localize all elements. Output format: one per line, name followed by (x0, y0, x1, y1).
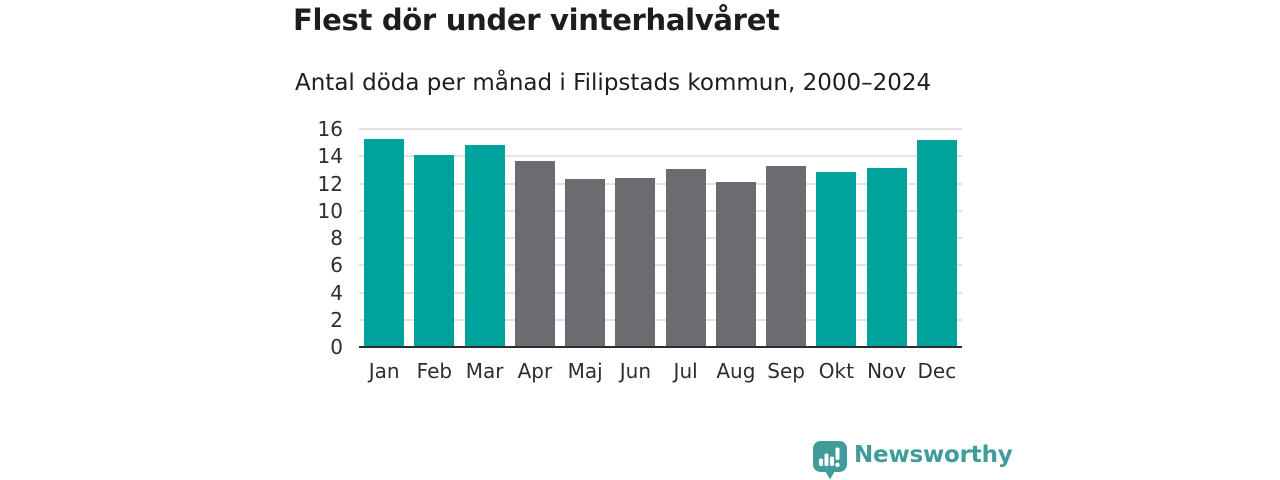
x-axis-labels: Jan Feb Mar Apr Maj Jun Jul Aug Sep Okt Nov Dec (359, 358, 962, 384)
x-tick-label-sep: Sep (767, 359, 805, 383)
x-tick-label-dec: Dec (917, 359, 957, 383)
bar-mar (464, 144, 505, 347)
x-tick-label-nov: Nov (867, 359, 907, 383)
y-tick-label-14: 14 (317, 144, 343, 169)
y-tick-label-10: 10 (317, 198, 343, 223)
gridline-y14 (359, 155, 962, 158)
y-tick-label-4: 4 (330, 280, 343, 305)
y-tick-label-0: 0 (330, 335, 343, 359)
bar-dec (916, 139, 957, 347)
bar-aug (715, 182, 756, 347)
y-tick-label-16: 16 (317, 117, 343, 141)
bar-chart-plot (359, 128, 962, 348)
x-tick-label-maj: Maj (567, 359, 603, 383)
x-tick-label-jun: Jun (619, 359, 651, 383)
gridline-y8 (359, 237, 962, 239)
x-tick-label-feb: Feb (416, 359, 453, 383)
gridline-y2 (359, 318, 962, 321)
gridlines-layer (359, 128, 962, 347)
bar-jan (364, 138, 405, 347)
gridline-y4 (359, 291, 962, 294)
gridline-y12 (359, 182, 962, 185)
bar-apr (514, 161, 555, 347)
chart-title: Flest dör under vinterhalvåret (293, 3, 780, 37)
chart-subtitle: Antal döda per månad i Filipstads kommun… (295, 70, 932, 96)
bar-maj (565, 179, 606, 347)
bar-jul (665, 169, 706, 347)
y-tick-label-6: 6 (330, 253, 343, 278)
y-tick-label-8: 8 (330, 226, 343, 250)
x-axis-line (359, 346, 962, 348)
bars-layer (359, 129, 962, 347)
y-tick-label-12: 12 (317, 171, 343, 196)
gridline-y10 (359, 209, 962, 212)
x-tick-label-mar: Mar (465, 359, 504, 383)
y-axis-labels: 0 2 4 6 8 10 12 14 16 (270, 117, 343, 359)
y-tick-label-2: 2 (330, 307, 343, 332)
newsworthy-brand: Newsworthy (813, 441, 1013, 480)
bar-chart-speech-bubble-icon (813, 441, 847, 480)
bar-feb (414, 154, 455, 347)
gridline-y6 (359, 264, 962, 267)
x-tick-label-okt: Okt (818, 359, 854, 383)
bar-sep (766, 166, 807, 347)
bar-nov (866, 167, 907, 347)
x-tick-label-aug: Aug (716, 359, 756, 383)
bar-okt (816, 171, 857, 347)
x-tick-label-jan: Jan (368, 359, 400, 383)
x-tick-label-jul: Jul (673, 359, 698, 383)
x-tick-label-apr: Apr (517, 359, 553, 383)
bar-jun (615, 178, 656, 347)
gridline-y16 (359, 128, 962, 130)
newsworthy-brand-name: Newsworthy (854, 441, 1013, 468)
